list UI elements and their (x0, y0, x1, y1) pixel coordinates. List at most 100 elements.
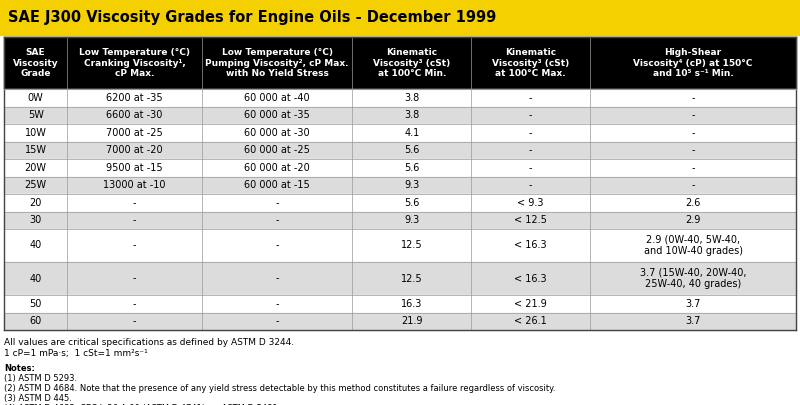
Text: -: - (275, 273, 279, 283)
Text: < 16.3: < 16.3 (514, 241, 547, 251)
Text: < 26.1: < 26.1 (514, 316, 547, 326)
Text: 5.6: 5.6 (404, 145, 419, 155)
Text: 2.9: 2.9 (686, 215, 701, 225)
Text: 6600 at -30: 6600 at -30 (106, 110, 163, 120)
Text: 16.3: 16.3 (401, 299, 422, 309)
Text: -: - (133, 316, 137, 326)
Text: -: - (275, 241, 279, 251)
Text: -: - (691, 163, 694, 173)
Text: 21.9: 21.9 (401, 316, 422, 326)
Text: (2) ASTM D 4684. Note that the presence of any yield stress detectable by this m: (2) ASTM D 4684. Note that the presence … (4, 384, 555, 393)
Text: 2.9 (0W-40, 5W-40,
and 10W-40 grades): 2.9 (0W-40, 5W-40, and 10W-40 grades) (643, 235, 742, 256)
Text: < 12.5: < 12.5 (514, 215, 547, 225)
Bar (4, 313, 796, 330)
Text: -: - (691, 145, 694, 155)
Text: 60 000 at -15: 60 000 at -15 (244, 180, 310, 190)
Text: -: - (133, 299, 137, 309)
Text: 50: 50 (30, 299, 42, 309)
Text: 7000 at -20: 7000 at -20 (106, 145, 163, 155)
Text: 2.6: 2.6 (686, 198, 701, 208)
Text: -: - (133, 215, 137, 225)
Text: -: - (691, 180, 694, 190)
Text: 12.5: 12.5 (401, 273, 422, 283)
Text: 5W: 5W (28, 110, 44, 120)
Text: 30: 30 (30, 215, 42, 225)
Text: 1 cP=1 mPa·s;  1 cSt=1 mm²s⁻¹: 1 cP=1 mPa·s; 1 cSt=1 mm²s⁻¹ (4, 349, 148, 358)
Text: -: - (691, 93, 694, 103)
Text: -: - (529, 145, 533, 155)
Text: All values are critical specifications as defined by ASTM D 3244.: All values are critical specifications a… (4, 338, 294, 347)
Text: Notes:: Notes: (4, 364, 35, 373)
Text: 3.8: 3.8 (404, 110, 419, 120)
Bar (4, 141, 796, 159)
Bar (4, 194, 796, 211)
Text: High-Shear
Viscosity⁴ (cP) at 150°C
and 10⁵ s⁻¹ Min.: High-Shear Viscosity⁴ (cP) at 150°C and … (634, 48, 753, 78)
Text: < 16.3: < 16.3 (514, 273, 547, 283)
Text: -: - (275, 299, 279, 309)
Text: (4) ASTM D 4683, CEC L-36-A-90 (ASTM D 4741), or ASTM D 5481.: (4) ASTM D 4683, CEC L-36-A-90 (ASTM D 4… (4, 404, 280, 405)
Text: 4.1: 4.1 (404, 128, 419, 138)
Text: 7000 at -25: 7000 at -25 (106, 128, 163, 138)
Text: 3.7 (15W-40, 20W-40,
25W-40, 40 grades): 3.7 (15W-40, 20W-40, 25W-40, 40 grades) (640, 268, 746, 289)
Text: 60 000 at -40: 60 000 at -40 (245, 93, 310, 103)
Bar (4, 229, 796, 262)
Text: 3.7: 3.7 (686, 299, 701, 309)
Text: 9500 at -15: 9500 at -15 (106, 163, 163, 173)
Text: (3) ASTM D 445.: (3) ASTM D 445. (4, 394, 72, 403)
Bar (4, 107, 796, 124)
Bar (4, 124, 796, 141)
Text: 3.7: 3.7 (686, 316, 701, 326)
Text: Kinematic
Viscosity³ (cSt)
at 100°C Min.: Kinematic Viscosity³ (cSt) at 100°C Min. (374, 48, 450, 78)
Text: SAE
Viscosity
Grade: SAE Viscosity Grade (13, 48, 58, 78)
Text: 25W: 25W (25, 180, 46, 190)
Text: -: - (529, 180, 533, 190)
Text: (1) ASTM D 5293.: (1) ASTM D 5293. (4, 374, 77, 383)
Bar (4, 159, 796, 177)
Text: 60 000 at -20: 60 000 at -20 (244, 163, 310, 173)
Bar (0, 0, 800, 35)
Text: < 21.9: < 21.9 (514, 299, 547, 309)
Text: 40: 40 (30, 241, 42, 251)
Text: 0W: 0W (28, 93, 43, 103)
Bar (4, 177, 796, 194)
Text: 13000 at -10: 13000 at -10 (103, 180, 166, 190)
Bar (4, 89, 796, 107)
Text: -: - (529, 128, 533, 138)
Text: 12.5: 12.5 (401, 241, 422, 251)
Text: 60 000 at -35: 60 000 at -35 (244, 110, 310, 120)
Bar (4, 295, 796, 313)
Text: -: - (133, 241, 137, 251)
Text: Low Temperature (°C)
Cranking Viscosity¹,
cP Max.: Low Temperature (°C) Cranking Viscosity¹… (79, 48, 190, 78)
Text: -: - (529, 110, 533, 120)
Text: 5.6: 5.6 (404, 163, 419, 173)
Text: 9.3: 9.3 (404, 180, 419, 190)
Text: -: - (691, 128, 694, 138)
Text: -: - (529, 163, 533, 173)
Text: 15W: 15W (25, 145, 46, 155)
Text: 5.6: 5.6 (404, 198, 419, 208)
Text: Low Temperature (°C)
Pumping Viscosity², cP Max.
with No Yield Stress: Low Temperature (°C) Pumping Viscosity²,… (206, 48, 349, 78)
Text: < 9.3: < 9.3 (518, 198, 544, 208)
Text: SAE J300 Viscosity Grades for Engine Oils - December 1999: SAE J300 Viscosity Grades for Engine Oil… (8, 10, 496, 25)
Text: 9.3: 9.3 (404, 215, 419, 225)
Text: 60 000 at -25: 60 000 at -25 (244, 145, 310, 155)
Text: -: - (275, 198, 279, 208)
Text: 40: 40 (30, 273, 42, 283)
Text: -: - (133, 273, 137, 283)
Bar (4, 37, 796, 89)
Text: -: - (529, 93, 533, 103)
Text: 20: 20 (30, 198, 42, 208)
Text: 20W: 20W (25, 163, 46, 173)
Text: 6200 at -35: 6200 at -35 (106, 93, 163, 103)
Text: -: - (275, 215, 279, 225)
Text: -: - (691, 110, 694, 120)
Bar (4, 262, 796, 295)
Text: 3.8: 3.8 (404, 93, 419, 103)
Text: 10W: 10W (25, 128, 46, 138)
Text: 60: 60 (30, 316, 42, 326)
Text: -: - (275, 316, 279, 326)
Bar (4, 211, 796, 229)
Text: Kinematic
Viscosity³ (cSt)
at 100°C Max.: Kinematic Viscosity³ (cSt) at 100°C Max. (492, 48, 570, 78)
Text: -: - (133, 198, 137, 208)
Text: 60 000 at -30: 60 000 at -30 (245, 128, 310, 138)
